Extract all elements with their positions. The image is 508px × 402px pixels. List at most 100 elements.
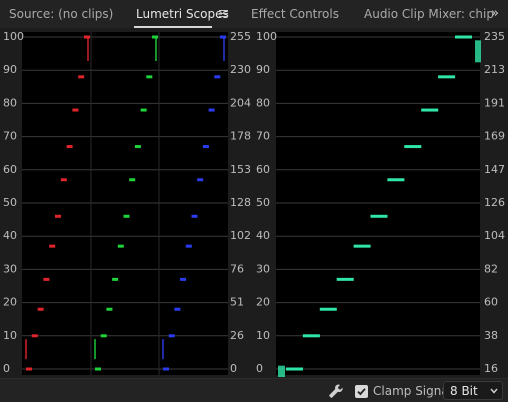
- clamp-signal-label: Clamp Signal: [373, 384, 453, 398]
- waveform-code-tick-label: 16: [484, 362, 498, 375]
- parade-point-r: [26, 367, 32, 371]
- lumetri-scopes-display: 0 0 0 16 10 26 10 38 20 51 20 60 30 76 30 82 40 102 40 104 5…: [0, 28, 508, 377]
- parade-code-tick-label: 255: [230, 30, 251, 43]
- hamburger-menu-icon[interactable]: [219, 10, 228, 18]
- parade-ire-tick-label: 10: [3, 329, 17, 342]
- parade-code-tick-label: 178: [230, 130, 251, 143]
- double-chevron-right-icon[interactable]: »: [491, 6, 499, 21]
- parade-code-tick-label: 230: [230, 63, 251, 76]
- parade-ire-tick-label: 30: [3, 262, 17, 275]
- parade-ire-tick-label: 90: [3, 63, 17, 76]
- panel-tab-bar: Source: (no clips) Lumetri Scopes Effect…: [0, 0, 508, 28]
- parade-code-tick-label: 26: [230, 329, 244, 342]
- parade-ire-tick-label: 0: [3, 362, 10, 375]
- parade-point-g: [123, 214, 130, 218]
- checkmark-icon: [357, 388, 366, 396]
- waveform-point: [404, 145, 422, 149]
- parade-point-b: [180, 277, 187, 281]
- bit-depth-value: 8 Bit: [450, 384, 478, 398]
- waveform-ire-tick-label: 30: [256, 262, 270, 275]
- waveform-ire-tick-label: 40: [256, 229, 270, 242]
- active-tab-indicator: [134, 26, 212, 28]
- waveform-point: [319, 307, 337, 311]
- parade-point-g: [140, 108, 147, 112]
- parade-high-trace-b: [223, 37, 225, 61]
- luma-waveform-scope: [278, 35, 481, 377]
- waveform-point: [421, 108, 439, 112]
- waveform-ire-tick-label: 100: [256, 30, 277, 43]
- bit-depth-select[interactable]: 8 Bit: [443, 381, 503, 400]
- waveform-code-tick-label: 191: [484, 96, 505, 109]
- waveform-point: [370, 214, 388, 218]
- parade-point-b: [174, 307, 181, 311]
- parade-point-r: [37, 307, 44, 311]
- waveform-point: [387, 178, 405, 182]
- parade-point-b: [202, 145, 209, 149]
- parade-code-tick-label: 153: [230, 163, 251, 176]
- waveform-code-tick-label: 213: [484, 63, 505, 76]
- parade-point-b: [185, 244, 192, 248]
- waveform-ire-tick-label: 80: [256, 96, 270, 109]
- parade-point-r: [72, 108, 79, 112]
- chevron-down-icon: [490, 388, 498, 394]
- parade-ire-tick-label: 100: [3, 30, 24, 43]
- parade-point-b: [168, 334, 175, 338]
- parade-ire-tick-label: 20: [3, 296, 17, 309]
- rgb-parade-scope: [25, 35, 226, 371]
- scope-gridlines: [22, 32, 480, 375]
- waveform-point: [302, 334, 320, 338]
- parade-code-tick-label: 76: [230, 262, 244, 275]
- parade-code-tick-label: 102: [230, 229, 251, 242]
- waveform-ire-tick-label: 0: [256, 362, 263, 375]
- parade-code-tick-label: 128: [230, 196, 251, 209]
- parade-point-g: [95, 367, 101, 371]
- waveform-ire-tick-label: 70: [256, 130, 270, 143]
- parade-ire-tick-label: 70: [3, 130, 17, 143]
- parade-point-r: [31, 334, 38, 338]
- parade-point-b: [208, 108, 215, 112]
- tab-audio-clip-mixer[interactable]: Audio Clip Mixer: chip: [364, 7, 494, 21]
- scope-settings-bar: Clamp Signal 8 Bit: [0, 378, 508, 402]
- parade-point-b: [163, 367, 169, 371]
- parade-point-r: [66, 145, 73, 149]
- parade-point-r: [60, 178, 67, 182]
- parade-point-r: [78, 75, 85, 79]
- scopes-canvas: 0 0 0 16 10 26 10 38 20 51 20 60 30 76 30 82 40 102 40 104 5…: [3, 30, 505, 377]
- parade-point-g: [106, 307, 113, 311]
- parade-ire-tick-label: 50: [3, 196, 17, 209]
- waveform-code-tick-label: 169: [484, 130, 505, 143]
- waveform-point: [353, 244, 371, 248]
- waveform-low-trace: [278, 365, 285, 377]
- parade-ire-tick-label: 60: [3, 163, 17, 176]
- parade-point-r: [49, 244, 56, 248]
- tab-source[interactable]: Source: (no clips): [9, 7, 114, 21]
- parade-ire-tick-label: 40: [3, 229, 17, 242]
- waveform-ire-tick-label: 60: [256, 163, 270, 176]
- waveform-point: [336, 277, 354, 281]
- waveform-ire-tick-label: 50: [256, 196, 270, 209]
- tab-effect-controls[interactable]: Effect Controls: [251, 7, 339, 21]
- parade-code-tick-label: 51: [230, 296, 244, 309]
- parade-point-g: [100, 334, 107, 338]
- parade-ire-tick-label: 80: [3, 96, 17, 109]
- tab-lumetri-scopes[interactable]: Lumetri Scopes: [136, 7, 229, 21]
- waveform-code-tick-label: 235: [484, 30, 505, 43]
- parade-low-trace-g: [94, 339, 96, 360]
- wrench-icon[interactable]: [328, 383, 344, 399]
- waveform-code-tick-label: 38: [484, 329, 498, 342]
- parade-point-b: [191, 214, 198, 218]
- waveform-code-tick-label: 147: [484, 163, 505, 176]
- parade-high-trace-g: [155, 37, 157, 61]
- waveform-ire-tick-label: 90: [256, 63, 270, 76]
- clamp-signal-checkbox[interactable]: [355, 385, 368, 398]
- parade-code-tick-label: 204: [230, 96, 251, 109]
- parade-low-trace-b: [162, 339, 164, 360]
- waveform-point: [438, 75, 456, 79]
- parade-point-g: [112, 277, 119, 281]
- parade-point-b: [214, 75, 221, 79]
- parade-point-g: [134, 145, 141, 149]
- waveform-ire-tick-label: 10: [256, 329, 270, 342]
- parade-point-r: [43, 277, 50, 281]
- parade-point-b: [197, 178, 204, 182]
- parade-code-tick-label: 0: [230, 362, 237, 375]
